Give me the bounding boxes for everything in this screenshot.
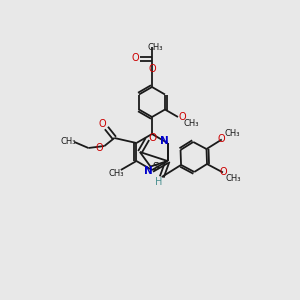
Text: N: N (160, 136, 169, 146)
Text: H: H (155, 177, 163, 187)
Text: CH₃: CH₃ (184, 118, 199, 127)
Text: O: O (99, 119, 106, 129)
Text: CH₃: CH₃ (108, 169, 124, 178)
Text: CH₃: CH₃ (61, 137, 76, 146)
Text: CH₃: CH₃ (226, 174, 241, 183)
Text: O: O (148, 133, 157, 143)
Text: O: O (178, 112, 186, 122)
Text: O: O (96, 143, 103, 153)
Text: S: S (152, 162, 159, 172)
Text: O: O (218, 134, 226, 145)
Text: CH₃: CH₃ (224, 129, 240, 138)
Text: N: N (144, 166, 152, 176)
Text: O: O (148, 64, 156, 74)
Text: O: O (131, 53, 139, 63)
Text: O: O (219, 167, 227, 178)
Text: CH₃: CH₃ (147, 43, 163, 52)
